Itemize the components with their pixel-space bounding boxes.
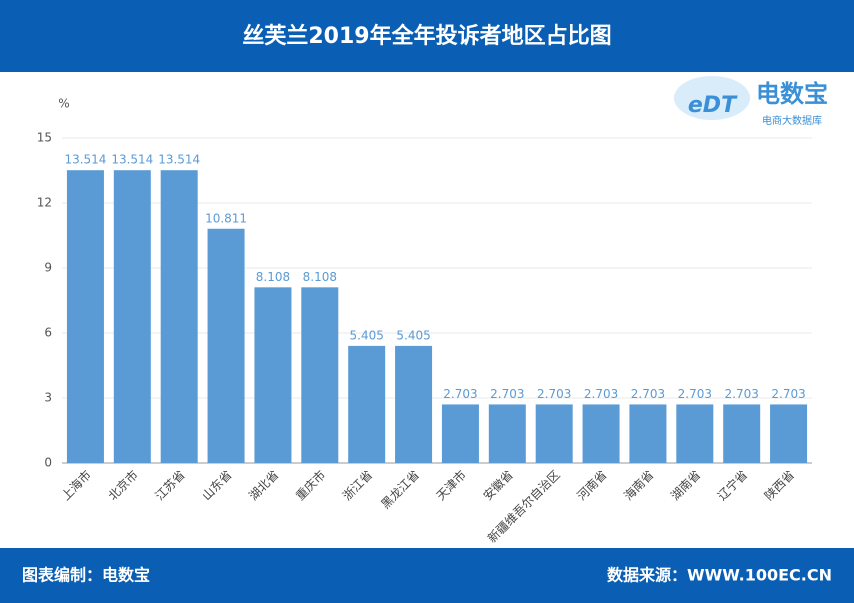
value-label: 8.108: [303, 270, 337, 284]
logo-mark: eDT: [688, 93, 738, 118]
logo-cloud: [674, 76, 750, 120]
footer-band: [0, 548, 854, 603]
value-label: 5.405: [350, 328, 384, 342]
value-label: 2.703: [584, 387, 618, 401]
value-label: 2.703: [678, 387, 712, 401]
y-tick-label: 12: [37, 196, 52, 210]
value-label: 2.703: [631, 387, 665, 401]
bar: [723, 404, 761, 463]
value-label: 2.703: [490, 387, 524, 401]
bar: [66, 170, 104, 464]
y-tick-label: 15: [37, 131, 52, 145]
value-label: 13.514: [64, 153, 106, 167]
y-tick-label: 6: [44, 326, 52, 340]
value-label: 2.703: [537, 387, 571, 401]
bar: [160, 170, 198, 464]
bar: [676, 404, 714, 463]
logo-tagline: 电商大数据库: [762, 114, 822, 127]
bar: [582, 404, 620, 463]
y-axis-label: %: [58, 97, 69, 111]
footer-right: 数据来源：WWW.100EC.CN: [607, 566, 832, 585]
bar: [113, 170, 151, 464]
value-label: 5.405: [396, 328, 430, 342]
value-label: 8.108: [256, 270, 290, 284]
value-label: 10.811: [205, 211, 247, 225]
y-tick-label: 9: [44, 261, 52, 275]
logo: eDT 电数宝 电商大数据库: [674, 76, 828, 127]
bar: [535, 404, 573, 463]
logo-name: 电数宝: [756, 80, 828, 108]
value-label: 2.703: [725, 387, 759, 401]
header-band: [0, 0, 854, 72]
value-label: 13.514: [111, 153, 153, 167]
footer-left: 图表编制：电数宝: [22, 566, 150, 585]
bar: [488, 404, 526, 463]
bar: [301, 287, 339, 463]
bar: [254, 287, 292, 463]
bar: [629, 404, 667, 463]
value-label: 13.514: [158, 153, 200, 167]
value-label: 2.703: [771, 387, 805, 401]
y-tick-label: 0: [44, 456, 52, 470]
value-label: 2.703: [443, 387, 477, 401]
bar: [770, 404, 808, 463]
bar: [207, 228, 245, 463]
bar: [348, 345, 386, 463]
bar: [441, 404, 479, 463]
y-tick-label: 3: [44, 391, 52, 405]
bar: [395, 345, 433, 463]
page-title: 丝芙兰2019年全年投诉者地区占比图: [242, 23, 611, 49]
